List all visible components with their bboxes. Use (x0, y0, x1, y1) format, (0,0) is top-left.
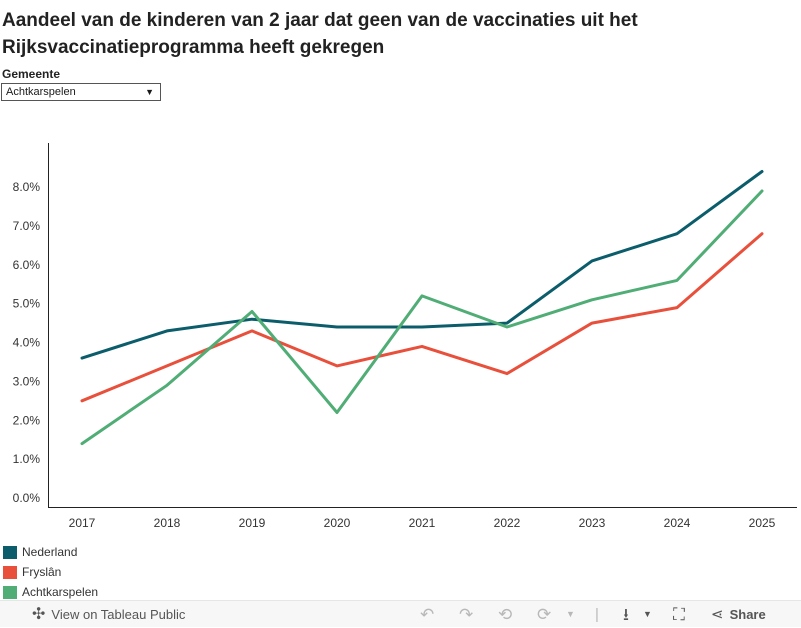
legend-label-achtkarspelen: Achtkarspelen (22, 585, 99, 599)
data-point[interactable] (76, 395, 88, 407)
refresh-menu-chevron-icon[interactable]: ▼ (566, 609, 575, 619)
data-point[interactable] (331, 360, 343, 372)
data-point[interactable] (331, 321, 343, 333)
data-point[interactable] (756, 166, 768, 178)
x-tick-label: 2022 (494, 516, 521, 530)
data-point[interactable] (161, 360, 173, 372)
legend-item-achtkarspelen[interactable]: Achtkarspelen (3, 582, 98, 602)
y-tick-label: 4.0% (13, 336, 41, 350)
undo-icon[interactable]: ↶ (420, 605, 435, 624)
y-tick-label: 1.0% (13, 452, 41, 466)
y-tick-label: 2.0% (13, 413, 41, 427)
x-tick-label: 2020 (324, 516, 351, 530)
line-chart: 0.0% 1.0% 2.0% 3.0% 4.0% 5.0% 6.0% 7.0% 8.0% 201… (13, 143, 797, 530)
legend-swatch-achtkarspelen (3, 585, 17, 599)
share-label: Share (729, 607, 766, 622)
revert-icon[interactable]: ⟲ (498, 605, 513, 624)
data-point[interactable] (76, 352, 88, 364)
data-point[interactable] (586, 317, 598, 329)
data-point[interactable] (246, 325, 258, 337)
view-on-tableau-button[interactable]: ✣ View on Tableau Public (32, 601, 185, 628)
series-line-frysln[interactable] (80, 232, 764, 403)
x-tick-label: 2023 (579, 516, 606, 530)
tableau-toolbar: ✣ View on Tableau Public ↶ ↷ ⟲ ⟳ ▼ | ⭳ ▼ … (0, 600, 801, 627)
data-point[interactable] (501, 321, 513, 333)
x-tick-label: 2021 (409, 516, 436, 530)
chevron-down-icon: ▼ (145, 87, 154, 97)
legend-swatch-nederland (3, 545, 17, 559)
data-point[interactable] (586, 294, 598, 306)
data-point[interactable] (416, 340, 428, 352)
gemeente-select-value: Achtkarspelen (6, 86, 76, 98)
legend-label-fryslan: Fryslân (22, 565, 62, 579)
legend: Nederland Fryslân Achtkarspelen (3, 542, 98, 602)
legend-label-nederland: Nederland (22, 545, 78, 559)
data-point[interactable] (331, 407, 343, 419)
legend-item-fryslan[interactable]: Fryslân (3, 562, 98, 582)
redo-icon[interactable]: ↷ (459, 605, 474, 624)
data-point[interactable] (756, 228, 768, 240)
series-line-nederland[interactable] (80, 170, 764, 360)
download-menu-chevron-icon[interactable]: ▼ (643, 609, 652, 619)
data-point[interactable] (756, 185, 768, 197)
toolbar-divider: | (595, 606, 599, 623)
x-tick-label: 2024 (664, 516, 691, 530)
y-tick-label: 8.0% (13, 180, 41, 194)
y-tick-label: 7.0% (13, 219, 41, 233)
y-tick-label: 6.0% (13, 258, 41, 272)
y-tick-label: 0.0% (13, 491, 41, 505)
x-tick-label: 2018 (154, 516, 181, 530)
data-point[interactable] (161, 379, 173, 391)
data-point[interactable] (671, 274, 683, 286)
data-point[interactable] (416, 290, 428, 302)
filter-label: Gemeente (2, 67, 61, 81)
refresh-icon[interactable]: ⟳ (537, 605, 552, 624)
view-on-tableau-label: View on Tableau Public (51, 607, 186, 622)
data-point[interactable] (671, 302, 683, 314)
x-tick-label: 2025 (749, 516, 776, 530)
tableau-logo-icon: ✣ (32, 606, 46, 623)
fullscreen-icon[interactable]: ⛶ (673, 605, 685, 624)
x-tick-label: 2017 (69, 516, 96, 530)
data-point[interactable] (671, 228, 683, 240)
legend-swatch-fryslan (3, 565, 17, 579)
data-point[interactable] (416, 321, 428, 333)
y-tick-label: 3.0% (13, 374, 41, 388)
download-icon[interactable]: ⭳ (623, 605, 629, 624)
x-tick-label: 2019 (239, 516, 266, 530)
data-point[interactable] (76, 438, 88, 450)
y-tick-label: 5.0% (13, 297, 41, 311)
data-point[interactable] (586, 255, 598, 267)
chart-title: Aandeel van de kinderen van 2 jaar dat g… (2, 10, 638, 58)
data-point[interactable] (501, 368, 513, 380)
data-point[interactable] (246, 305, 258, 317)
legend-item-nederland[interactable]: Nederland (3, 542, 98, 562)
series-line-achtkarspelen[interactable] (80, 189, 764, 446)
share-icon: ⋖ (711, 606, 724, 623)
share-button[interactable]: ⋖ Share (711, 601, 766, 628)
gemeente-select[interactable]: Achtkarspelen ▼ (1, 83, 161, 101)
data-point[interactable] (161, 325, 173, 337)
